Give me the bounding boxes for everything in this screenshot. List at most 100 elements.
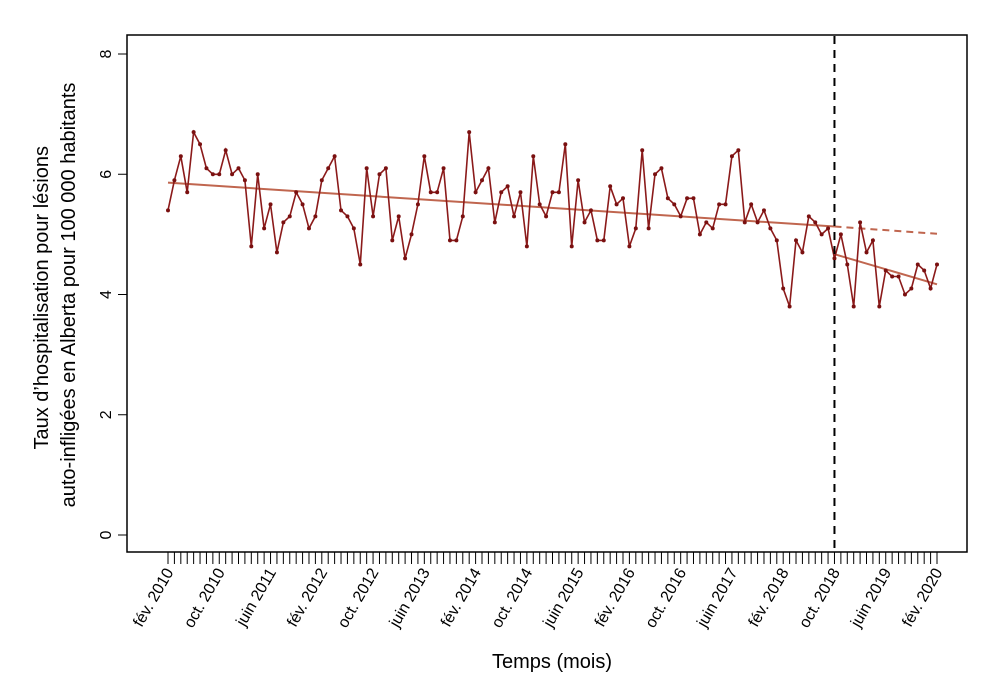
data-point [531, 154, 536, 159]
data-point [255, 172, 260, 177]
x-tick-label: oct. 2010 [181, 565, 229, 631]
series-line [167, 129, 938, 307]
data-point [223, 148, 228, 153]
data-point [877, 304, 882, 309]
data-point [505, 184, 510, 189]
data-point [678, 214, 683, 219]
data-point [345, 214, 350, 219]
data-point [422, 154, 427, 159]
data-point [178, 154, 183, 159]
x-tick-label: juin 2011 [233, 565, 280, 630]
data-point [563, 142, 568, 147]
y-axis-title: Taux d’hospitalisation pour lésions auto… [31, 83, 80, 508]
data-point [633, 226, 638, 231]
data-point [620, 196, 625, 201]
data-point [832, 256, 837, 261]
data-point [210, 172, 215, 177]
data-point [191, 130, 196, 135]
data-point [460, 214, 465, 219]
x-tick-label: oct. 2016 [642, 565, 690, 631]
data-point [915, 262, 920, 267]
data-point [614, 202, 619, 207]
y-tick-label: 2 [98, 410, 115, 419]
data-point [185, 190, 190, 195]
data-point [300, 202, 305, 207]
data-point [685, 196, 690, 201]
data-point [358, 262, 363, 267]
data-point [672, 202, 677, 207]
data-point [351, 226, 356, 231]
data-point [550, 190, 555, 195]
data-point [864, 250, 869, 255]
x-axis: fév. 2010 oct. 2010 juin 2011 fév. 2012 oct.… [130, 552, 947, 631]
data-point [588, 208, 593, 213]
data-point [403, 256, 408, 261]
series [166, 129, 939, 309]
plot-frame [126, 34, 968, 553]
data-point [761, 208, 766, 213]
data-point [736, 148, 741, 153]
data-point [166, 208, 170, 213]
data-point [441, 166, 446, 171]
data-point [274, 250, 279, 255]
data-point [902, 292, 907, 297]
data-point [806, 214, 811, 219]
x-axis-title: Temps (mois) [492, 651, 612, 673]
x-tick-label: juin 2015 [540, 565, 588, 631]
data-point [819, 232, 824, 237]
data-point [242, 178, 247, 183]
data-point [858, 220, 863, 225]
data-point [595, 238, 600, 243]
data-point [537, 202, 542, 207]
data-point [838, 232, 843, 237]
data-point [467, 130, 472, 135]
data-point [249, 244, 254, 249]
data-point [332, 154, 337, 159]
data-point [492, 220, 497, 225]
x-tick-label: fév. 2010 [130, 565, 177, 630]
data-point [717, 202, 722, 207]
data-point [928, 286, 933, 291]
data-point [287, 214, 292, 219]
data-point [396, 214, 401, 219]
data-point [710, 226, 715, 231]
data-point [813, 220, 818, 225]
data-point [428, 190, 433, 195]
data-point [447, 238, 452, 243]
data-point [640, 148, 645, 153]
data-point [826, 226, 831, 231]
data-point [383, 166, 388, 171]
data-point [518, 190, 523, 195]
data-point [781, 286, 786, 291]
data-point [198, 142, 203, 147]
data-point [659, 166, 664, 171]
y-tick-label: 8 [98, 49, 115, 58]
data-point [653, 172, 658, 177]
data-point [230, 172, 235, 177]
data-point [390, 238, 395, 243]
data-point [697, 232, 702, 237]
data-point [755, 220, 760, 225]
data-point [306, 226, 311, 231]
data-point [742, 220, 747, 225]
y-axis-title-line-1: Taux d’hospitalisation pour lésions [31, 146, 53, 450]
data-point [377, 172, 382, 177]
x-tick-label: fév. 2018 [746, 565, 793, 630]
data-point [454, 238, 459, 243]
data-point [729, 154, 734, 159]
y-axis: 0 2 4 6 8 [98, 49, 128, 539]
data-point [217, 172, 222, 177]
data-point [512, 214, 517, 219]
data-point [851, 304, 856, 309]
data-point [499, 190, 504, 195]
data-point [749, 202, 754, 207]
data-point [723, 202, 728, 207]
data-point [172, 178, 177, 183]
data-point [415, 202, 420, 207]
data-point [262, 226, 267, 231]
data-point [268, 202, 273, 207]
y-tick-label: 0 [98, 530, 115, 539]
x-tick-label: oct. 2018 [796, 565, 844, 631]
y-axis-title-line-2: auto-infligées en Alberta pour 100 000 h… [58, 83, 80, 508]
